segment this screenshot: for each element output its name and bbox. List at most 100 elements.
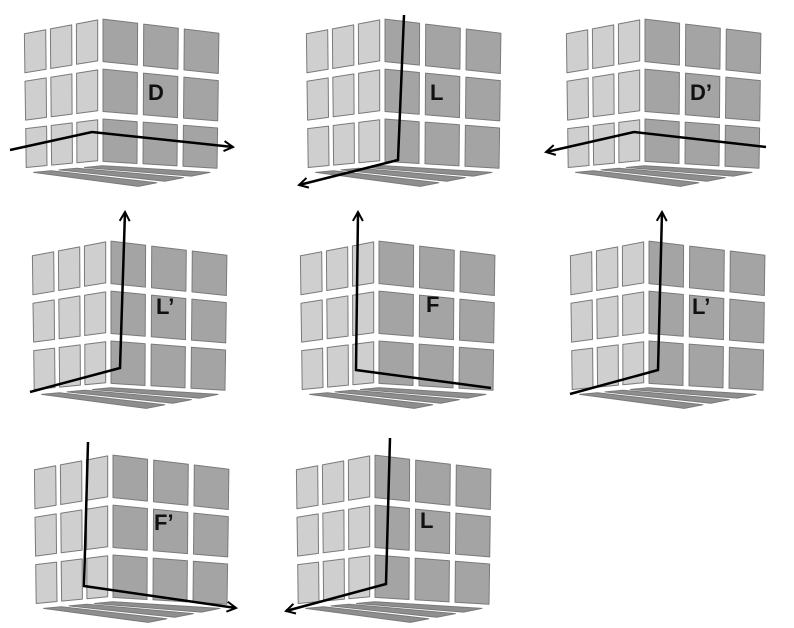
left-face-sticker: [570, 299, 593, 343]
axis-line: [299, 14, 406, 185]
left-face-sticker: [358, 119, 381, 164]
left-face-sticker: [357, 19, 381, 65]
left-face-sticker: [76, 69, 99, 114]
left-face-sticker: [571, 347, 594, 390]
front-face-sticker: [459, 250, 496, 296]
front-face-sticker: [143, 23, 179, 70]
front-face-sticker: [152, 557, 188, 603]
left-face-sticker: [566, 77, 589, 121]
front-face-sticker: [152, 508, 189, 555]
front-face-sticker: [183, 76, 219, 122]
cube-panel-l-prime: L’: [29, 212, 228, 409]
front-face-sticker: [102, 18, 139, 66]
front-face-sticker: [458, 346, 495, 391]
left-face-sticker: [307, 125, 330, 168]
left-face-sticker: [33, 347, 56, 390]
move-label: D: [148, 80, 164, 105]
front-face-sticker: [725, 76, 761, 122]
front-face-sticker: [459, 298, 495, 344]
axis-line: [29, 212, 125, 394]
front-face-sticker: [418, 343, 454, 389]
bottom-face-sticker: [355, 601, 483, 613]
left-face-sticker: [75, 19, 99, 65]
rotation-axes: [356, 212, 492, 390]
front-face-sticker: [415, 459, 451, 506]
left-face-sticker: [352, 341, 375, 386]
left-face-sticker: [565, 29, 589, 74]
left-face-sticker: [50, 122, 73, 166]
front-face-sticker: [684, 72, 721, 119]
move-label: L’: [692, 294, 710, 319]
bottom-face-sticker: [604, 389, 730, 404]
front-face-sticker: [110, 340, 146, 386]
left-face-sticker: [326, 295, 349, 340]
front-face-sticker: [150, 294, 187, 341]
front-face-sticker: [192, 560, 229, 605]
bottom-face-sticker: [91, 387, 219, 399]
cube: [31, 240, 228, 409]
left-face-sticker: [50, 73, 73, 118]
left-face-sticker: [622, 291, 645, 336]
left-face-sticker: [569, 251, 593, 296]
bottom-face-sticker: [58, 167, 184, 182]
bottom-face-sticker: [33, 170, 158, 187]
front-face-sticker: [424, 121, 460, 167]
front-face-sticker: [193, 512, 229, 558]
front-face-sticker: [110, 240, 147, 288]
left-face-sticker: [596, 295, 619, 340]
cube-panel-l-prime-2: L’: [569, 212, 766, 409]
bottom-face-sticker: [43, 606, 168, 623]
cube: [295, 454, 492, 623]
left-face-sticker: [297, 561, 320, 604]
bottom-face-sticker: [68, 603, 194, 618]
left-face-sticker: [622, 341, 645, 386]
bottom-face-sticker: [330, 603, 456, 618]
front-face-sticker: [689, 245, 725, 292]
left-face-sticker: [332, 122, 355, 166]
axis-line: [356, 212, 492, 390]
front-face-sticker: [191, 298, 227, 344]
front-face-sticker: [724, 124, 761, 169]
front-face-sticker: [183, 28, 220, 74]
rotation-axes: [546, 130, 767, 152]
front-face-sticker: [688, 343, 724, 389]
front-face-sticker: [465, 28, 502, 74]
left-face-sticker: [618, 119, 641, 164]
left-face-sticker: [300, 299, 323, 343]
axis-line: [82, 441, 236, 608]
move-label: F’: [154, 510, 174, 535]
left-face-sticker: [596, 344, 619, 388]
rotation-axes: [9, 130, 233, 150]
left-face-sticker: [358, 69, 381, 114]
rotation-axes: [82, 441, 236, 608]
front-face-sticker: [425, 23, 461, 70]
axis-line: [569, 212, 662, 396]
front-face-sticker: [685, 23, 721, 70]
left-face-sticker: [86, 505, 109, 550]
left-face-sticker: [24, 77, 47, 121]
front-face-sticker: [644, 18, 681, 66]
left-face-sticker: [591, 24, 615, 69]
cube: [569, 240, 766, 409]
rotation-axes: [299, 14, 406, 185]
bottom-face-sticker: [625, 165, 753, 177]
cube-panel-l: L: [299, 14, 502, 186]
bottom-face-sticker: [600, 167, 726, 182]
left-face-sticker: [296, 513, 319, 557]
front-face-sticker: [150, 343, 186, 389]
bottom-face-sticker: [575, 170, 700, 187]
left-face-sticker: [592, 73, 615, 118]
front-face-sticker: [112, 504, 148, 551]
left-face-sticker: [321, 460, 345, 505]
front-face-sticker: [725, 28, 762, 74]
left-face-sticker: [299, 251, 323, 296]
left-face-sticker: [331, 24, 355, 69]
front-face-sticker: [648, 290, 684, 337]
front-face-sticker: [648, 340, 684, 386]
bottom-face-sticker: [83, 165, 211, 177]
rotation-axes: [569, 212, 662, 396]
bottom-face-sticker: [579, 392, 704, 409]
left-face-sticker: [35, 561, 58, 604]
front-face-sticker: [151, 245, 187, 292]
